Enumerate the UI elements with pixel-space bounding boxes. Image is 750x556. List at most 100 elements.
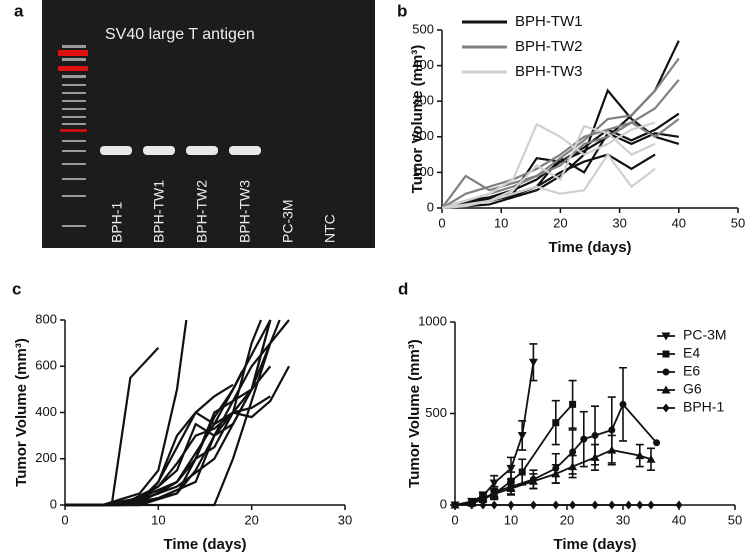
marker [607, 445, 617, 454]
x-tick-label: 10 [151, 512, 165, 527]
panel-label: d [398, 279, 408, 298]
panel-label: a [14, 1, 24, 20]
line [442, 88, 680, 210]
x-tick-label: 10 [504, 512, 518, 527]
marker [591, 431, 599, 439]
x-axis-title: Time (days) [553, 536, 636, 553]
marker [569, 400, 577, 408]
marker [635, 451, 645, 460]
legend-label: BPH-TW1 [515, 13, 583, 30]
marker [518, 468, 526, 476]
y-tick-label: 300 [412, 93, 434, 108]
y-tick-label: 0 [427, 199, 434, 214]
marker [675, 500, 683, 510]
marker [507, 500, 515, 510]
lane-label: BPH-1 [109, 202, 125, 243]
lane-label: PC-3M [280, 199, 296, 243]
x-tick-label: 30 [612, 215, 626, 230]
y-tick-label: 500 [412, 21, 434, 36]
y-tick-label: 500 [425, 405, 447, 420]
lane-label: BPH-TW1 [151, 180, 167, 243]
marker [489, 479, 499, 488]
ladder-band [58, 50, 88, 56]
marker [569, 448, 577, 456]
x-tick-label: 0 [451, 512, 458, 527]
line [442, 79, 680, 209]
legend-label: BPH-TW3 [515, 63, 583, 80]
marker [517, 431, 527, 440]
line [65, 342, 272, 507]
marker [506, 464, 516, 473]
marker [636, 500, 644, 510]
x-tick-label: 50 [731, 215, 745, 230]
marker [608, 500, 616, 510]
marker [619, 400, 627, 408]
x-tick-label: 20 [553, 215, 567, 230]
line [442, 57, 680, 209]
marker [569, 500, 577, 510]
panel-label: c [12, 279, 21, 298]
legend-label: BPH-1 [683, 399, 724, 415]
lane-label: BPH-TW2 [194, 180, 210, 243]
legend-label: BPH-TW2 [515, 38, 583, 55]
x-tick-label: 30 [616, 512, 630, 527]
ladder-band [58, 66, 88, 71]
legend-label: PC-3M [683, 327, 727, 343]
x-tick-label: 40 [672, 215, 686, 230]
legend-label: E6 [683, 363, 700, 379]
x-tick-label: 20 [560, 512, 574, 527]
marker [490, 500, 498, 510]
lane-label: NTC [322, 214, 338, 243]
bands [100, 146, 261, 155]
ladder-band [60, 129, 87, 132]
x-tick-label: 10 [494, 215, 508, 230]
y-tick-label: 800 [35, 311, 57, 326]
x-axis-title: Time (days) [548, 239, 631, 256]
marker [489, 489, 499, 498]
marker [608, 426, 616, 434]
marker [528, 358, 538, 367]
y-tick-label: 0 [50, 496, 57, 511]
line [442, 124, 656, 210]
marker [529, 500, 537, 510]
marker [552, 419, 560, 427]
x-tick-label: 0 [61, 512, 68, 527]
marker [451, 500, 459, 510]
x-tick-label: 20 [244, 512, 258, 527]
x-tick-label: 40 [672, 512, 686, 527]
legend-marker [661, 332, 671, 341]
marker [528, 476, 538, 485]
y-axis-title: Tumor Volume (mm³) [409, 45, 426, 194]
legend-label: E4 [683, 345, 700, 361]
legend-marker [661, 385, 671, 394]
lane-label: BPH-TW3 [237, 180, 253, 243]
y-tick-label: 200 [35, 450, 57, 465]
x-axis-title: Time (days) [163, 536, 246, 553]
panel-label: b [397, 1, 407, 20]
y-axis-title: Tumor Volume (mm³) [13, 338, 30, 487]
marker [506, 484, 516, 493]
x-tick-label: 50 [728, 512, 742, 527]
y-tick-label: 100 [412, 164, 434, 179]
line [65, 347, 160, 507]
y-tick-label: 200 [412, 128, 434, 143]
x-tick-label: 30 [338, 512, 352, 527]
marker [625, 500, 633, 510]
marker [590, 452, 600, 461]
gel-image: SV40 large T antigen BPH-1 BPH-TW1 BPH-T… [42, 0, 375, 248]
marker [479, 500, 487, 510]
marker [568, 462, 578, 471]
marker [552, 500, 560, 510]
marker [647, 500, 655, 510]
ladder [62, 45, 86, 227]
line [65, 395, 271, 507]
marker [653, 439, 661, 447]
x-tick-label: 0 [438, 215, 445, 230]
legend-marker [662, 403, 670, 413]
marker [478, 493, 488, 502]
y-axis-title: Tumor Volume (mm³) [406, 339, 423, 488]
y-tick-label: 0 [440, 496, 447, 511]
line [65, 319, 281, 507]
marker [580, 435, 588, 443]
